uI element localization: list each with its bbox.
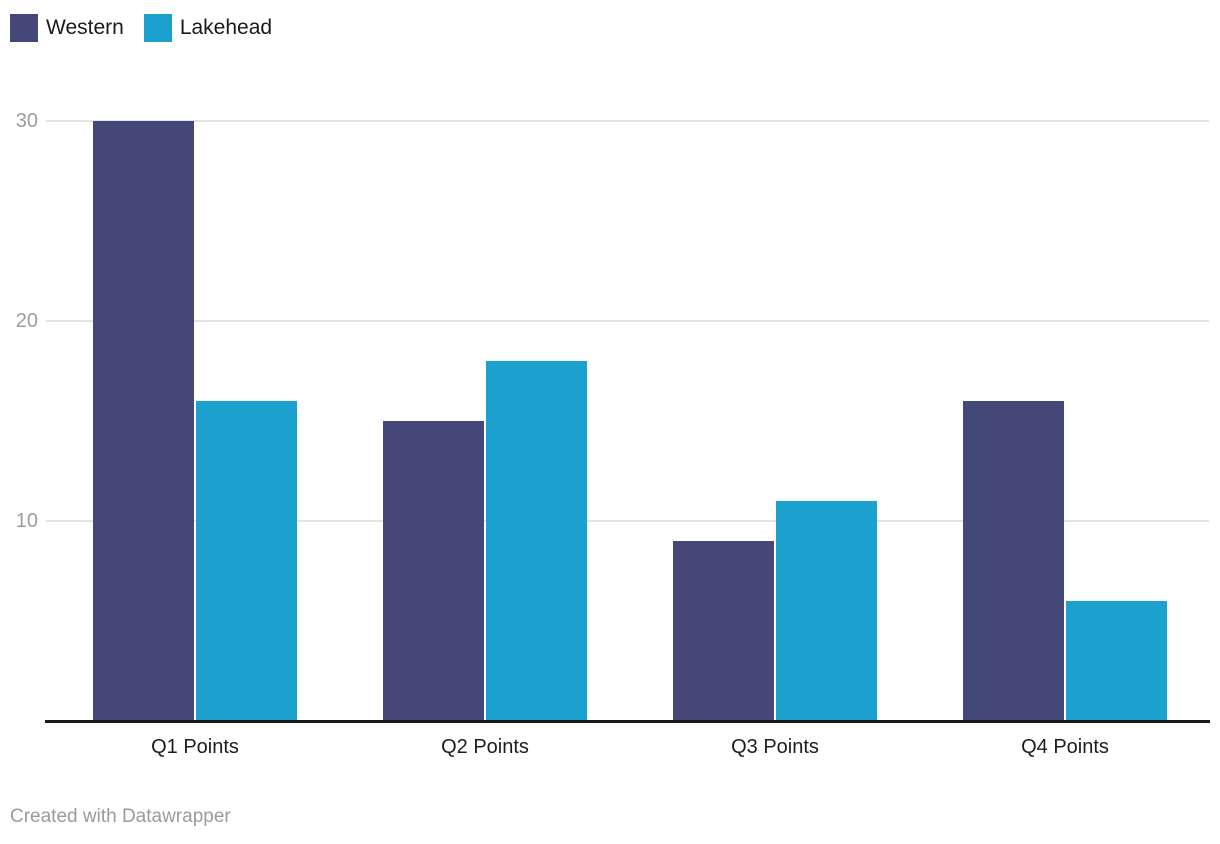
x-category-label-q3-points: Q3 Points (731, 736, 819, 758)
gridline-30 (46, 120, 1209, 122)
x-category-label-q4-points: Q4 Points (1021, 736, 1109, 758)
x-category-label-q1-points: Q1 Points (151, 736, 239, 758)
x-axis-line (45, 720, 1210, 723)
y-tick-label-30: 30 (15, 110, 38, 132)
bar-lakehead-q3-points (776, 501, 877, 721)
y-tick-label-10: 10 (15, 510, 38, 532)
legend: Western Lakehead (10, 14, 272, 42)
y-tick-label-20: 20 (15, 310, 38, 332)
gridline-20 (46, 320, 1209, 322)
bar-western-q2-points (383, 421, 484, 721)
bar-western-q3-points (673, 541, 774, 721)
bar-western-q1-points (93, 121, 194, 721)
datawrapper-credit: Created with Datawrapper (10, 806, 231, 827)
legend-item-lakehead: Lakehead (143, 14, 273, 42)
legend-swatch-icon (143, 14, 172, 42)
x-category-label-q2-points: Q2 Points (441, 736, 529, 758)
legend-label: Western (46, 16, 124, 39)
bar-lakehead-q1-points (196, 401, 297, 721)
legend-label: Lakehead (179, 16, 273, 39)
gridline-10 (46, 520, 1209, 522)
legend-swatch-icon (10, 14, 38, 42)
legend-item-western: Western (10, 14, 124, 42)
bar-lakehead-q2-points (486, 361, 587, 721)
bar-western-q4-points (963, 401, 1064, 721)
bar-lakehead-q4-points (1066, 601, 1167, 721)
